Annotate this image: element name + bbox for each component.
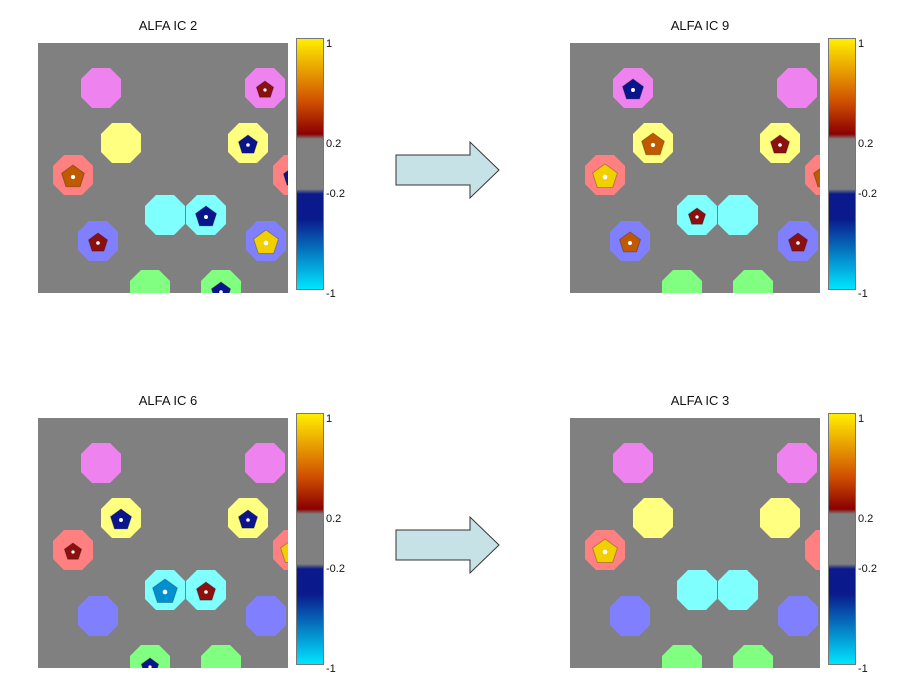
colorbar-tick-lower: -0.2 (326, 188, 345, 200)
colorbar-tick-max: 1 (326, 413, 333, 425)
region-pink (81, 443, 121, 483)
panel-title: ALFA IC 6 (138, 393, 198, 408)
region-blue (778, 596, 818, 636)
region-pink (613, 443, 653, 483)
region-red (273, 530, 288, 570)
activation-blob-darkblue (210, 281, 232, 293)
region-pink (777, 68, 817, 108)
map-svg (585, 68, 820, 293)
region-blue (610, 596, 650, 636)
region-yellow (760, 498, 800, 538)
region-green (662, 645, 702, 668)
blob-highlight (96, 241, 100, 245)
colorbar-tick-upper: 0.2 (858, 513, 874, 525)
transition-arrow-bottom (395, 515, 500, 575)
region-green (662, 270, 702, 293)
activation-blob-darkblue (140, 657, 160, 668)
blob-highlight (263, 88, 267, 92)
map-svg (53, 68, 288, 293)
colorbar-tick-max: 1 (326, 38, 333, 50)
region-blue (78, 596, 118, 636)
colorbar (828, 38, 856, 290)
region-cyan (145, 195, 185, 235)
brain-map (38, 43, 288, 293)
region-red (273, 155, 288, 195)
blob-highlight (263, 240, 269, 246)
region-green (201, 270, 241, 293)
colorbar-tick-upper: 0.2 (858, 138, 874, 150)
colorbar (296, 38, 324, 290)
region-pink (777, 443, 817, 483)
arrow-shape (395, 140, 500, 200)
colorbar-tick-max: 1 (858, 38, 865, 50)
panel-alfa-ic-6: ALFA IC 6 1 0.2 -0.2 -1 (38, 393, 368, 693)
region-cyan (718, 195, 758, 235)
colorbar-tick-lower: -0.2 (858, 563, 877, 575)
brain-map (570, 418, 820, 668)
blob-highlight (70, 174, 76, 180)
blob-highlight (778, 143, 782, 147)
colorbar-tick-upper: 0.2 (326, 138, 342, 150)
blob-highlight (204, 590, 208, 594)
activation-blob-yellow (280, 542, 288, 563)
region-green (130, 270, 170, 293)
colorbar-tick-min: -1 (326, 288, 336, 300)
region-red (805, 530, 820, 570)
colorbar-tick-min: -1 (858, 288, 868, 300)
blob-highlight (119, 518, 123, 522)
transition-arrow-top (395, 140, 500, 200)
blob-highlight (631, 88, 635, 92)
blob-highlight (246, 518, 250, 522)
blob-highlight (219, 290, 223, 293)
region-green (201, 645, 241, 668)
region-green (130, 645, 170, 668)
activation-blob-darkblue (282, 170, 288, 186)
region-pink (245, 443, 285, 483)
blob-highlight (602, 549, 608, 555)
map-svg (585, 443, 820, 668)
blob-highlight (71, 550, 75, 554)
blob-highlight (162, 589, 168, 595)
colorbar-tick-lower: -0.2 (858, 188, 877, 200)
panel-title: ALFA IC 2 (138, 18, 198, 33)
panel-title: ALFA IC 9 (670, 18, 730, 33)
colorbar-tick-min: -1 (858, 663, 868, 675)
region-red (805, 155, 820, 195)
activation-blob-orange (813, 168, 820, 188)
blob-highlight (796, 241, 800, 245)
region-green (733, 270, 773, 293)
region-blue (246, 596, 286, 636)
colorbar (296, 413, 324, 665)
colorbar-tick-max: 1 (858, 413, 865, 425)
colorbar (828, 413, 856, 665)
colorbar-tick-upper: 0.2 (326, 513, 342, 525)
region-green (733, 645, 773, 668)
region-cyan (677, 570, 717, 610)
region-cyan (718, 570, 758, 610)
blob-highlight (695, 215, 699, 219)
panel-alfa-ic-3: ALFA IC 3 1 0.2 -0.2 -1 (570, 393, 900, 693)
blob-highlight (246, 143, 250, 147)
colorbar-tick-min: -1 (326, 663, 336, 675)
brain-map (38, 418, 288, 668)
brain-map (570, 43, 820, 293)
blob-highlight (204, 215, 208, 219)
blob-highlight (148, 665, 152, 668)
blob-highlight (650, 142, 656, 148)
arrow-shape (395, 515, 500, 575)
map-svg (53, 443, 288, 668)
panel-alfa-ic-9: ALFA IC 9 1 0.2 -0.2 -1 (570, 18, 900, 318)
region-yellow (101, 123, 141, 163)
region-pink (81, 68, 121, 108)
region-yellow (633, 498, 673, 538)
blob-highlight (628, 241, 632, 245)
colorbar-tick-lower: -0.2 (326, 563, 345, 575)
panel-title: ALFA IC 3 (670, 393, 730, 408)
blob-highlight (602, 174, 608, 180)
panel-alfa-ic-2: ALFA IC 2 1 0.2 -0.2 -1 (38, 18, 368, 318)
